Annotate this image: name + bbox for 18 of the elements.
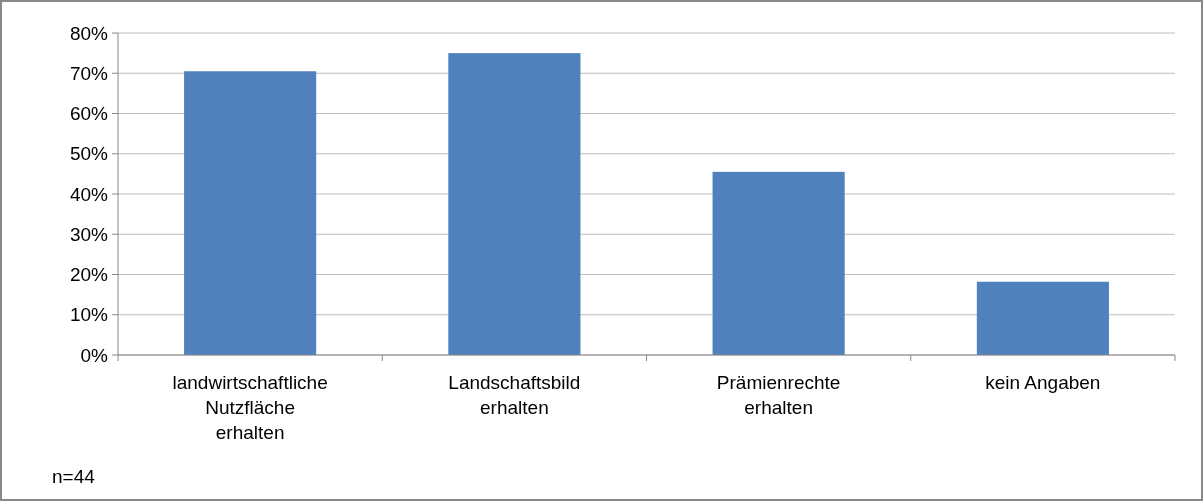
y-tick-label: 40% xyxy=(69,183,109,205)
y-tick-label: 50% xyxy=(69,143,109,165)
bar xyxy=(184,71,317,355)
bar xyxy=(712,171,845,355)
x-tick-label: kein Angaben xyxy=(985,372,1101,393)
bar xyxy=(976,281,1109,355)
y-tick-label: 70% xyxy=(69,62,109,84)
y-tick-label: 20% xyxy=(69,264,109,286)
y-tick-label: 60% xyxy=(69,103,109,125)
y-tick-label: 30% xyxy=(69,223,109,245)
x-tick-label: landwirtschaftliche Nutzfläche erhalten xyxy=(172,372,328,443)
y-tick-label: 80% xyxy=(69,22,109,44)
text: n=44 xyxy=(52,466,96,487)
y-tick-label: 10% xyxy=(69,304,109,326)
x-tick-label: Landschaftsbild erhalten xyxy=(448,372,581,418)
y-tick-label: 0% xyxy=(80,344,109,366)
bar xyxy=(448,53,581,355)
x-tick-label: Prämienrechte erhalten xyxy=(716,372,841,418)
